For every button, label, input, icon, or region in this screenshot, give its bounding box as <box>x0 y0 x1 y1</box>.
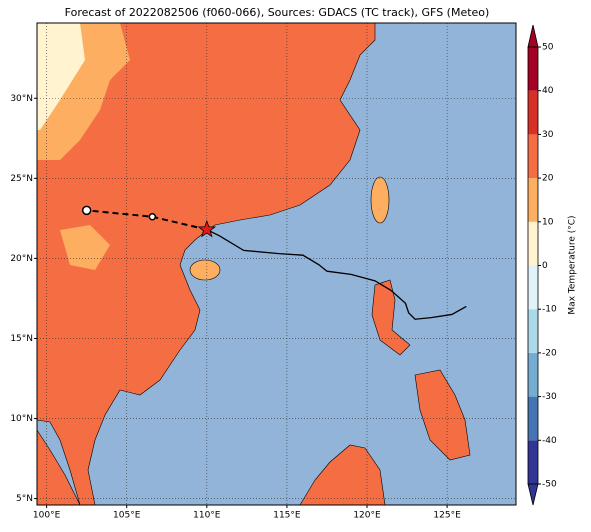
warm-patch <box>60 225 110 270</box>
grid <box>37 23 516 505</box>
lon-tick-label: 120°E <box>353 511 381 521</box>
colorbar: -50 -40 -30 -20 -10 0 10 20 30 40 50 <box>527 24 557 506</box>
borneo <box>299 444 386 506</box>
lon-tick-label: 100°E <box>33 511 61 521</box>
colorbar-extend-top <box>527 24 539 48</box>
colorbar-tick-label: -20 <box>542 348 557 358</box>
colorbar-band <box>528 396 538 441</box>
current-position <box>197 219 217 238</box>
lon-tick-label: 105°E <box>113 511 141 521</box>
colorbar-tick-label: -30 <box>542 392 557 402</box>
lon-tick-label: 125°E <box>433 511 461 521</box>
colorbar-tick-label: 0 <box>542 261 548 271</box>
colorbar-band <box>528 265 538 310</box>
lat-tick-label: 15°N <box>10 334 33 344</box>
lat-tick-label: 25°N <box>10 174 33 184</box>
colorbar-tick-label: -50 <box>542 480 557 490</box>
colorbar-tick-label: -40 <box>542 436 557 446</box>
colorbar-tick-label: 20 <box>542 174 554 184</box>
lon-tick-label: 110°E <box>193 511 221 521</box>
lat-tick-label: 5°N <box>16 494 33 504</box>
visayas-mindanao <box>414 369 471 461</box>
hainan <box>189 259 221 281</box>
colorbar-extend-bottom <box>527 483 539 506</box>
taiwan <box>370 176 390 224</box>
colorbar-tick-label: 30 <box>542 130 554 140</box>
lat-tick-label: 30°N <box>10 94 33 104</box>
lat-tick-label: 10°N <box>10 414 33 424</box>
colorbar-band <box>528 47 538 91</box>
colorbar-band <box>528 178 538 222</box>
map-area <box>36 22 517 506</box>
colorbar-tick-label: -10 <box>542 305 557 315</box>
lon-tick-label: 115°E <box>273 511 301 521</box>
tracks <box>81 205 467 320</box>
lat-tick-label: 20°N <box>10 254 33 264</box>
colorbar-tick-label: 50 <box>542 43 554 53</box>
map-frame <box>36 22 517 506</box>
colorbar-label: Max Temperature (°C) <box>568 215 578 314</box>
colorbar-band <box>528 134 538 179</box>
forecast-point <box>81 205 92 216</box>
colorbar-band <box>528 90 538 135</box>
luzon <box>371 279 411 356</box>
colorbar-tick-label: 40 <box>542 86 554 96</box>
colorbar-band <box>528 221 538 266</box>
colorbar-tick-label: 10 <box>542 217 554 227</box>
cool-region <box>37 23 85 130</box>
colorbar-band <box>528 309 538 353</box>
colorbar-band <box>528 440 538 484</box>
observed-track <box>206 228 467 320</box>
forecast-point <box>148 213 157 221</box>
colorbar-band <box>528 352 538 397</box>
title: Forecast of 2022082506 (f060-066), Sourc… <box>65 6 490 19</box>
